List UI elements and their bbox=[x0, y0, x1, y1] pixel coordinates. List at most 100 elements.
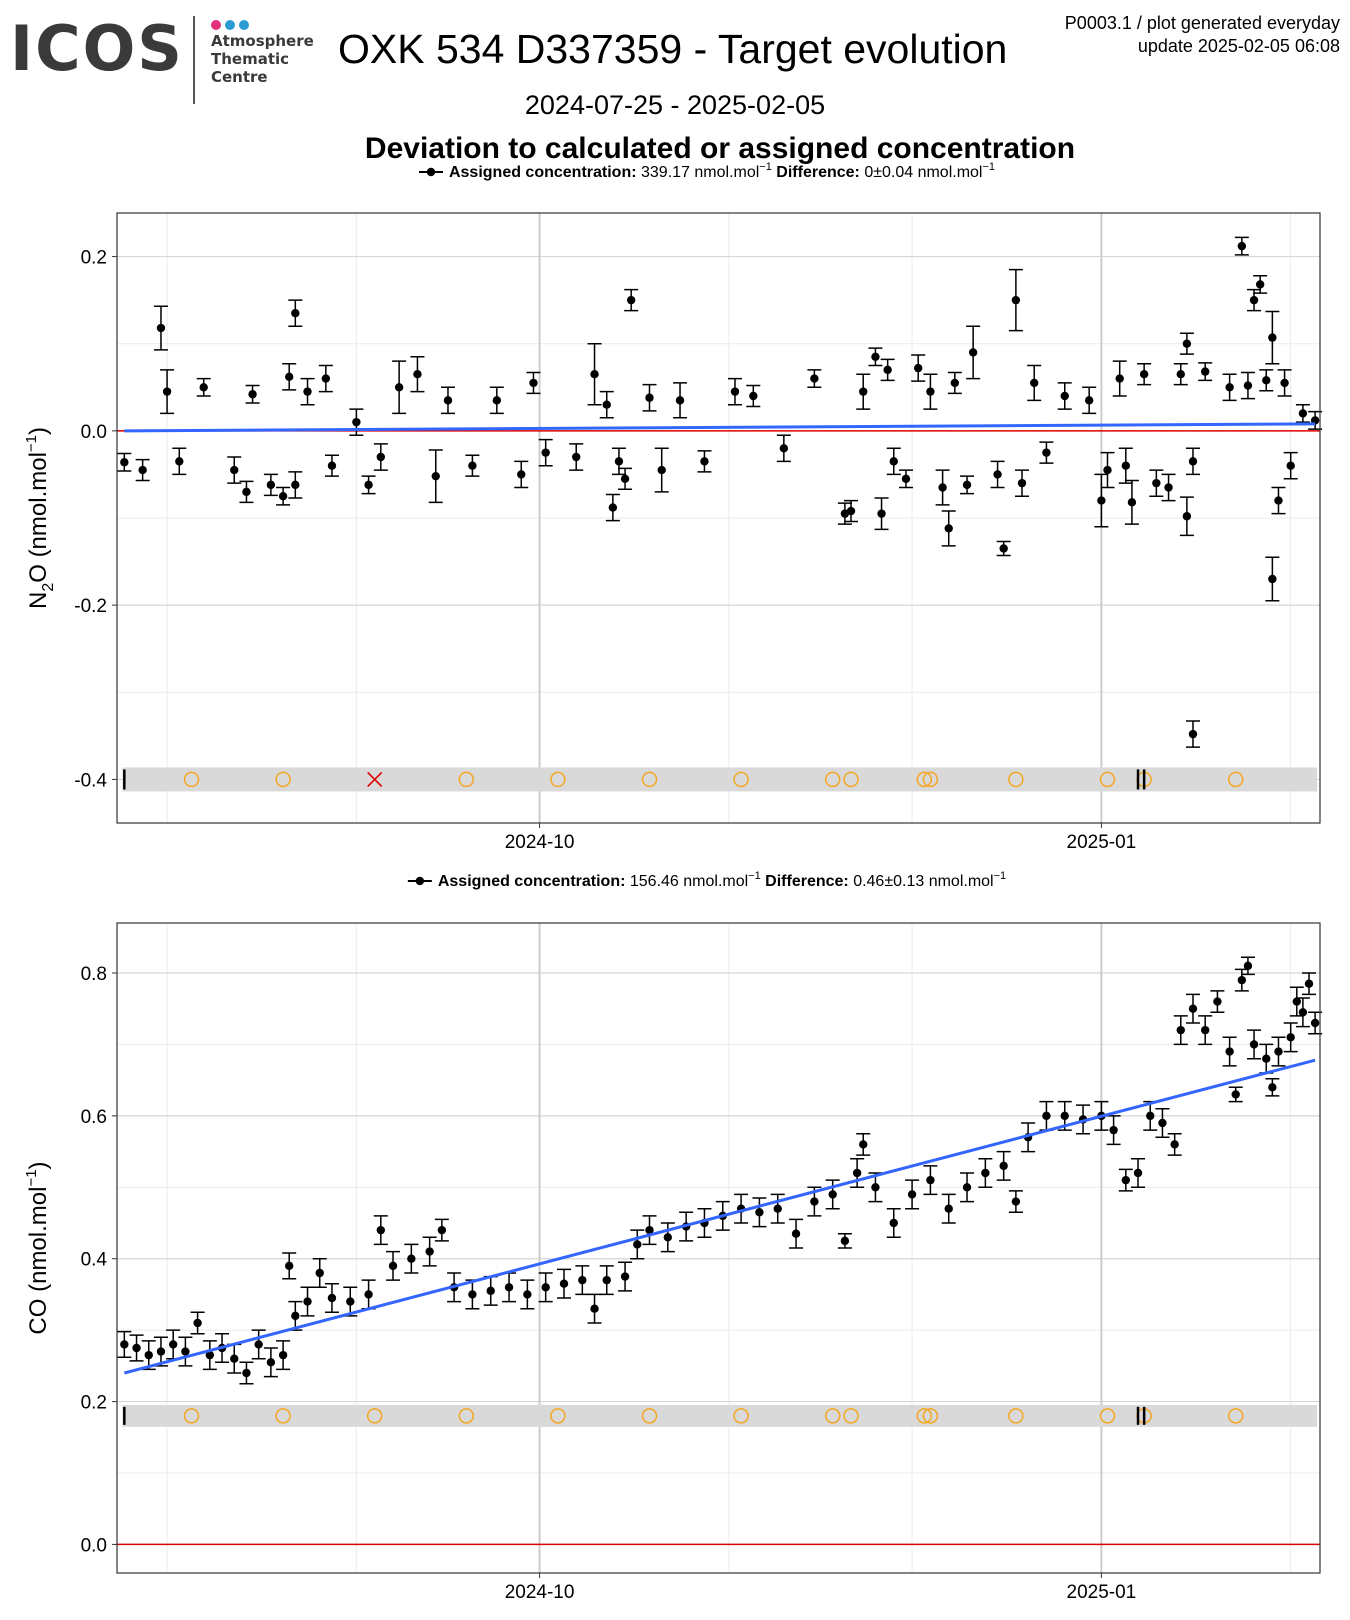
data-point bbox=[886, 1207, 901, 1239]
data-point bbox=[642, 1215, 657, 1246]
data-point bbox=[153, 305, 168, 351]
data-point bbox=[538, 438, 553, 467]
legend-text: Assigned concentration: 156.46 nmol.mol−… bbox=[438, 870, 1006, 890]
point-marker bbox=[1268, 333, 1277, 342]
point-marker bbox=[846, 506, 856, 516]
data-point bbox=[697, 450, 712, 473]
data-point bbox=[1149, 469, 1164, 497]
legend-value-assigned: 339.17 nmol.mol bbox=[641, 164, 759, 181]
x-tick-label: 2025-01 bbox=[1067, 832, 1137, 853]
y-tick-label: 0.2 bbox=[81, 248, 107, 269]
y-axis-label-main: N bbox=[25, 592, 52, 609]
data-point bbox=[386, 1250, 401, 1281]
point-marker bbox=[230, 1354, 239, 1363]
y-tick-label: 0.8 bbox=[81, 964, 107, 985]
point-marker bbox=[327, 1293, 337, 1303]
point-marker bbox=[1310, 1018, 1320, 1028]
data-point bbox=[202, 1340, 217, 1371]
point-marker bbox=[1164, 483, 1173, 492]
data-point bbox=[514, 460, 529, 489]
point-marker bbox=[602, 400, 611, 409]
event-circle-marker bbox=[733, 1408, 749, 1424]
event-circle-marker bbox=[275, 1408, 291, 1424]
point-marker bbox=[999, 1161, 1008, 1171]
y-axis-label-main: CO (nmol.mol bbox=[25, 1187, 52, 1335]
data-point bbox=[1167, 1132, 1182, 1156]
data-point bbox=[1295, 403, 1310, 423]
point-marker bbox=[278, 492, 288, 501]
logo-centre-name: Atmosphere Thematic Centre bbox=[211, 32, 321, 86]
point-marker bbox=[303, 1297, 312, 1306]
data-point bbox=[288, 299, 303, 328]
data-point bbox=[941, 510, 956, 547]
data-point bbox=[312, 1257, 327, 1289]
point-marker bbox=[266, 1358, 276, 1367]
point-marker bbox=[523, 1290, 532, 1299]
event-circle-marker bbox=[550, 1408, 566, 1424]
point-marker bbox=[1133, 1168, 1143, 1178]
logo-dots-icon bbox=[211, 17, 253, 35]
logo-dot-blue-2 bbox=[239, 20, 249, 30]
data-point bbox=[1295, 997, 1310, 1028]
point-marker bbox=[291, 309, 300, 318]
point-marker bbox=[578, 1275, 587, 1285]
data-point bbox=[1185, 447, 1200, 476]
data-point bbox=[288, 1300, 303, 1331]
point-marker bbox=[291, 480, 300, 490]
point-marker bbox=[1243, 961, 1253, 971]
point-marker bbox=[645, 393, 654, 402]
data-point bbox=[960, 475, 975, 495]
event-circle-marker bbox=[1008, 771, 1024, 788]
point-marker bbox=[1262, 376, 1271, 385]
data-point bbox=[276, 1340, 291, 1371]
data-point bbox=[746, 384, 761, 408]
point-marker bbox=[1225, 1047, 1234, 1056]
data-point bbox=[575, 1265, 590, 1296]
data-point bbox=[1008, 1190, 1023, 1214]
legend-unit-sup: −1 bbox=[982, 161, 995, 173]
point-marker bbox=[852, 1168, 862, 1178]
event-circle-marker bbox=[1099, 1408, 1116, 1424]
data-point bbox=[117, 1330, 132, 1359]
point-marker bbox=[779, 444, 789, 453]
data-point bbox=[465, 454, 480, 477]
data-point bbox=[1247, 1029, 1262, 1060]
point-marker bbox=[1237, 975, 1247, 985]
data-point bbox=[196, 377, 211, 397]
data-point bbox=[135, 458, 150, 482]
data-point bbox=[911, 354, 926, 382]
point-marker bbox=[877, 509, 886, 518]
data-point bbox=[1302, 972, 1317, 996]
data-point bbox=[1082, 386, 1097, 415]
event-circle-marker bbox=[366, 1408, 383, 1424]
event-circle-marker bbox=[916, 1408, 933, 1424]
data-point bbox=[856, 1132, 871, 1156]
point-marker bbox=[175, 457, 184, 466]
data-point bbox=[654, 447, 669, 493]
plot-border bbox=[116, 212, 1321, 824]
point-marker bbox=[413, 370, 422, 379]
point-marker bbox=[962, 480, 972, 490]
legend-key-point bbox=[415, 876, 425, 886]
point-marker bbox=[1042, 448, 1051, 457]
point-marker bbox=[1170, 1140, 1179, 1149]
point-marker bbox=[132, 1343, 141, 1353]
point-marker bbox=[749, 391, 758, 401]
data-point bbox=[611, 447, 626, 476]
data-point bbox=[1240, 371, 1255, 400]
point-marker bbox=[364, 480, 373, 490]
point-marker bbox=[376, 452, 386, 462]
point-marker bbox=[1139, 370, 1149, 379]
data-point bbox=[587, 1293, 602, 1324]
event-circle-marker bbox=[1227, 1408, 1244, 1424]
trend-line bbox=[123, 1058, 1316, 1375]
point-marker bbox=[840, 1236, 850, 1246]
point-marker bbox=[810, 374, 819, 383]
data-point bbox=[428, 449, 443, 504]
data-point bbox=[1265, 1077, 1280, 1097]
data-point bbox=[789, 1218, 804, 1249]
data-point bbox=[923, 373, 938, 410]
chart-subtitle: Deviation to calculated or assigned conc… bbox=[364, 132, 1076, 165]
point-marker bbox=[944, 1204, 953, 1213]
